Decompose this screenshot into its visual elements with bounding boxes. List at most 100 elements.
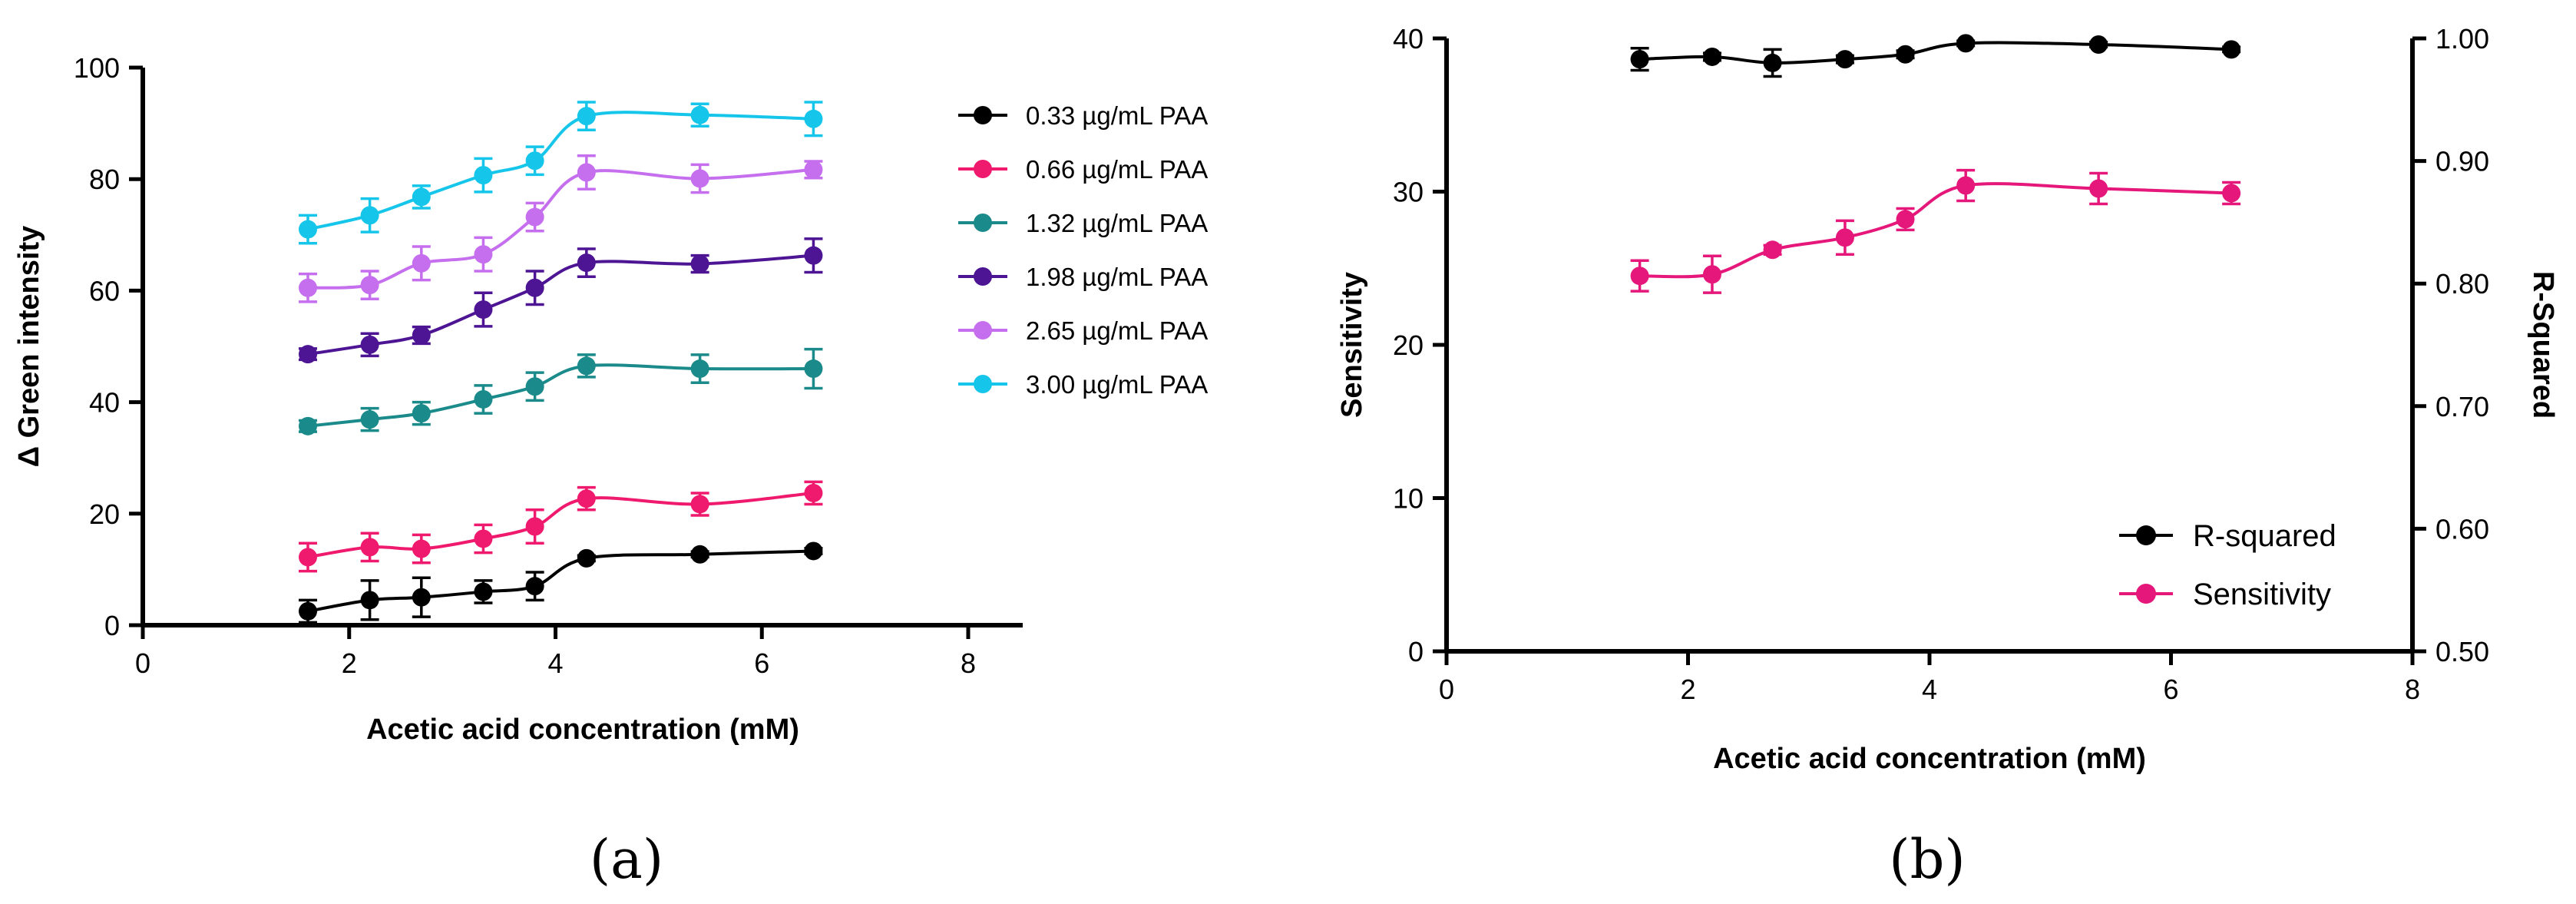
- panel-b-y-right-tick-label: 0.70: [2435, 391, 2489, 422]
- panel-a-y-ticks: 0 20 40 60 80 100: [74, 52, 143, 641]
- panel-a-series-2-point: [412, 404, 431, 423]
- panel-b-series-0-point: [2089, 35, 2108, 54]
- panel-a-series-0-point: [525, 577, 544, 596]
- panel-a-series-0-point: [577, 548, 596, 568]
- panel-b-x-tick-label: 6: [2163, 674, 2178, 705]
- panel-a-series-0-point: [360, 591, 379, 610]
- panel-a-series-1-point: [690, 495, 709, 514]
- panel-a-series-1-point: [360, 538, 379, 557]
- legend-a-marker: [974, 267, 992, 286]
- legend-a-marker: [974, 160, 992, 178]
- panel-a-series-5-point: [412, 187, 431, 207]
- panel-b-label: (b): [1889, 828, 1965, 891]
- panel-a-y-tick-label: 20: [89, 498, 120, 530]
- panel-a-series-1-point: [577, 489, 596, 508]
- panel-b-y-label: Sensitivity: [1336, 272, 1368, 418]
- panel-a-series-5-point: [525, 151, 544, 171]
- panel-a-series-3-point: [474, 300, 493, 320]
- panel-a-series-1-point: [412, 539, 431, 558]
- panel-b-series-0-point: [1702, 47, 1721, 66]
- panel-a-x-ticks: 0 2 4 6 8: [135, 625, 976, 679]
- panel-a-series-5-point: [577, 107, 596, 126]
- panel-a-series-4-point: [474, 245, 493, 264]
- panel-a-x-tick-label: 8: [961, 647, 976, 679]
- panel-a-series-0-point: [299, 601, 317, 621]
- panel-a-series-1-point: [525, 517, 544, 536]
- panel-b-x-ticks: 0 2 4 6 8: [1439, 651, 2420, 705]
- panel-b-plot-area: [1630, 34, 2241, 294]
- panel-a-x-tick-label: 6: [754, 647, 769, 679]
- panel-a-series-3-line: [307, 253, 814, 356]
- panel-b-x-tick-label: 2: [1680, 674, 1695, 705]
- panel-a-y-tick-label: 40: [89, 387, 120, 419]
- panel-a-x-tick-label: 0: [135, 647, 150, 679]
- panel-b-series-1-point: [1956, 176, 1976, 195]
- panel-a-series-4-point: [690, 169, 709, 188]
- panel-b-series-1-point: [2222, 184, 2241, 203]
- panel-a-series-3-point: [690, 254, 709, 273]
- panel-a-series-0-point: [474, 582, 493, 601]
- panel-b-y-tick-label: 30: [1393, 177, 1424, 208]
- panel-b-series-0-line: [1639, 41, 2232, 65]
- panel-b-left-y-ticks: 0 10 20 30 40: [1393, 23, 1447, 667]
- panel-a-series-2-point: [474, 389, 493, 409]
- panel-b-series-0-point: [1896, 45, 1915, 64]
- panel-b-y-right-tick-label: 0.60: [2435, 513, 2489, 545]
- panel-b-y-right-tick-label: 0.80: [2435, 268, 2489, 300]
- panel-a-y-tick-label: 100: [74, 52, 120, 84]
- legend-a-label: 3.00 µg/mL PAA: [1026, 370, 1208, 399]
- panel-b-y-right-tick-label: 1.00: [2435, 23, 2489, 55]
- panel-a-x-tick-label: 2: [342, 647, 357, 679]
- panel-a-series-4-point: [299, 278, 317, 297]
- panel-a-series-0-point: [690, 545, 709, 564]
- panel-a-y-label: Δ Green intensity: [13, 226, 45, 468]
- panel-a-series-3-point: [360, 335, 379, 354]
- panel-a-series-4-point: [804, 160, 823, 179]
- panel-a-series-2-point: [360, 410, 379, 429]
- panel-b-series-1-point: [1896, 210, 1915, 229]
- panel-a-series-2-point: [577, 356, 596, 376]
- panel-a-y-tick-label: 80: [89, 164, 120, 195]
- panel-b-y-right-tick-label: 0.90: [2435, 146, 2489, 177]
- panel-a-y-tick-label: 0: [104, 610, 120, 641]
- panel-a-series-1-point: [474, 529, 493, 548]
- panel-b-y-tick-label: 20: [1393, 329, 1424, 361]
- legend-b-label: R-squared: [2193, 519, 2336, 553]
- panel-a-series-5-point: [360, 206, 379, 225]
- legend-b-label: Sensitivity: [2193, 578, 2331, 611]
- panel-b-x-tick-label: 0: [1439, 674, 1454, 705]
- panel-b-y-tick-label: 0: [1408, 636, 1424, 667]
- panel-a-series-3-point: [804, 246, 823, 265]
- panel-b-series-1-point: [1835, 228, 1854, 247]
- panel-a: 0 2 4 6 8 0 20 40 60 80 100 Acetic acid concentra…: [13, 52, 1208, 891]
- panel-a-series-1-point: [299, 548, 317, 567]
- panel-b-series-1-line: [1639, 182, 2232, 279]
- panel-a-series-4-point: [412, 253, 431, 273]
- panel-a-series-3-point: [412, 326, 431, 345]
- panel-a-series-5-point: [474, 166, 493, 185]
- panel-a-series-4-point: [525, 207, 544, 227]
- panel-a-label: (a): [590, 828, 663, 891]
- panel-a-x-tick-label: 4: [547, 647, 563, 679]
- panel-a-series-2-line: [307, 363, 814, 428]
- panel-b-x-tick-label: 8: [2405, 674, 2420, 705]
- panel-a-series-4-point: [360, 276, 379, 295]
- panel-b-series-1-point: [2089, 179, 2108, 198]
- legend-b-marker: [2136, 525, 2156, 545]
- panel-b-x-tick-label: 4: [1922, 674, 1937, 705]
- panel-a-plot-area: [299, 101, 823, 624]
- panel-b-series-0-point: [2222, 40, 2241, 59]
- legend-b-marker: [2136, 584, 2156, 604]
- panel-a-series-2-point: [690, 359, 709, 379]
- panel-b-y-tick-label: 40: [1393, 23, 1424, 55]
- legend-a-label: 2.65 µg/mL PAA: [1026, 316, 1208, 345]
- panel-b-legend: R-squared Sensitivity: [2119, 519, 2336, 611]
- panel-a-series-1-point: [804, 483, 823, 502]
- panel-a-series-3-point: [299, 345, 317, 364]
- panel-a-series-3-point: [525, 278, 544, 297]
- panel-b-series-1-point: [1763, 240, 1782, 260]
- panel-b-y-right-label: R-Squared: [2527, 271, 2559, 419]
- panel-a-series-1-line: [307, 491, 814, 559]
- legend-a-marker: [974, 214, 992, 232]
